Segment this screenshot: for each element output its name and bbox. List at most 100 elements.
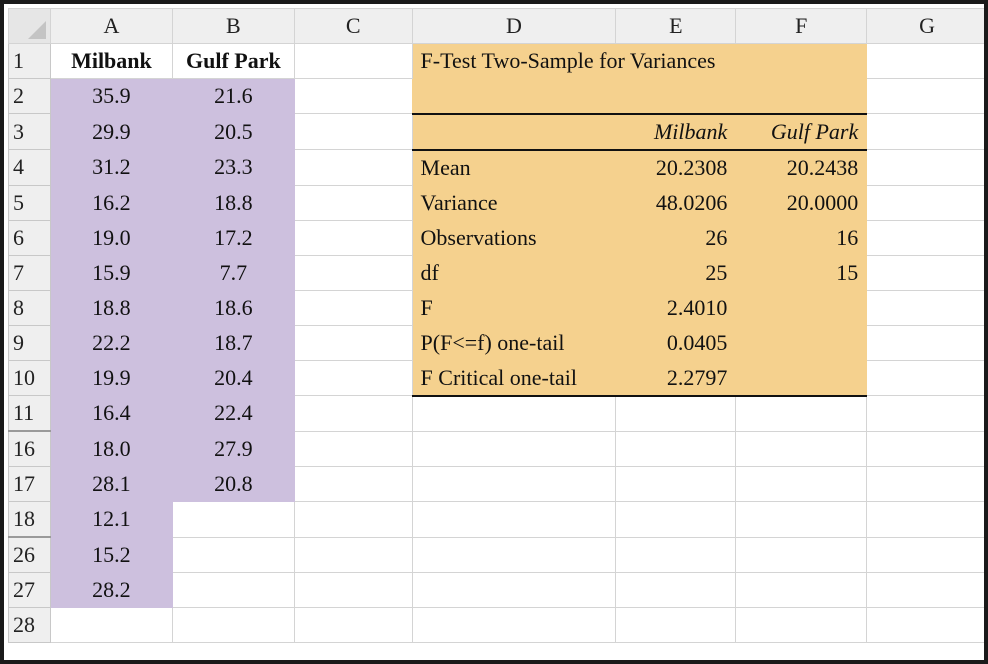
cell[interactable]	[411, 501, 617, 538]
data-cell[interactable]: 20.5	[171, 113, 295, 150]
row-header[interactable]: 6	[8, 219, 51, 256]
cell[interactable]	[293, 572, 413, 608]
cell[interactable]	[49, 607, 173, 643]
cell[interactable]	[293, 324, 413, 361]
data-cell[interactable]: 28.2	[49, 572, 173, 608]
cell[interactable]	[866, 501, 984, 538]
row-header[interactable]: 8	[8, 289, 51, 326]
ftest-stat-value[interactable]	[735, 324, 868, 361]
data-cell[interactable]: 18.6	[171, 289, 295, 326]
cell[interactable]	[293, 43, 413, 79]
cell[interactable]	[171, 536, 295, 573]
ftest-stat-value[interactable]	[735, 289, 868, 326]
row-header[interactable]: 4	[8, 149, 51, 186]
row-header[interactable]: 10	[8, 359, 51, 396]
cell[interactable]	[735, 501, 868, 538]
ftest-stat-label[interactable]: Variance	[411, 184, 617, 221]
cell[interactable]	[615, 430, 737, 467]
data-cell[interactable]: 35.9	[49, 78, 173, 114]
ftest-stat-value[interactable]: 48.0206	[615, 184, 737, 221]
cell[interactable]	[735, 466, 868, 502]
data-cell[interactable]: 21.6	[171, 78, 295, 114]
ftest-stat-label[interactable]: Mean	[411, 148, 617, 186]
cell[interactable]	[866, 395, 984, 432]
cell[interactable]	[866, 219, 984, 256]
column-header-f[interactable]: F	[735, 8, 868, 44]
data-cell[interactable]: 23.3	[171, 149, 295, 186]
ftest-stat-label[interactable]: Observations	[411, 219, 617, 256]
data-cell[interactable]: 12.1	[49, 501, 173, 538]
ftest-stat-value[interactable]: 26	[615, 219, 737, 256]
cell[interactable]	[293, 536, 413, 573]
ftest-corner-cell[interactable]	[411, 112, 617, 150]
cell[interactable]	[866, 289, 984, 326]
cell[interactable]	[866, 572, 984, 608]
cell[interactable]	[615, 501, 737, 538]
row-header[interactable]: 1	[8, 43, 51, 79]
cell[interactable]	[411, 536, 617, 573]
data-cell[interactable]: 18.0	[49, 430, 173, 467]
column-header-e[interactable]: E	[615, 8, 737, 44]
row-header[interactable]: 17	[8, 466, 51, 502]
ftest-stat-label[interactable]: P(F<=f) one-tail	[411, 324, 617, 361]
row-header[interactable]: 3	[8, 113, 51, 150]
column-header-c[interactable]: C	[293, 8, 413, 44]
row-header[interactable]: 9	[8, 324, 51, 361]
cell[interactable]	[171, 572, 295, 608]
ftest-stat-value[interactable]: 2.2797	[615, 359, 737, 397]
cell[interactable]	[293, 430, 413, 467]
cell[interactable]	[293, 395, 413, 432]
cell[interactable]	[735, 395, 868, 432]
cell[interactable]	[866, 254, 984, 291]
ftest-stat-label[interactable]: df	[411, 254, 617, 291]
data-cell[interactable]: 20.8	[171, 466, 295, 502]
cell[interactable]	[171, 501, 295, 538]
ftest-col1-header[interactable]: Milbank	[615, 112, 737, 150]
data-cell[interactable]: 27.9	[171, 430, 295, 467]
data-cell[interactable]: 19.0	[49, 219, 173, 256]
data-cell[interactable]: 16.4	[49, 395, 173, 432]
data-cell[interactable]: 22.4	[171, 395, 295, 432]
cell[interactable]	[293, 184, 413, 221]
data-cell[interactable]: 18.8	[49, 289, 173, 326]
data-cell[interactable]: 31.2	[49, 149, 173, 186]
row-header[interactable]: 16	[8, 430, 51, 467]
row-header[interactable]: 28	[8, 607, 51, 643]
ftest-stat-value[interactable]: 20.2438	[735, 148, 868, 186]
column-header-d[interactable]: D	[411, 8, 617, 44]
data-cell[interactable]: 7.7	[171, 254, 295, 291]
ftest-stat-value[interactable]: 20.0000	[735, 184, 868, 221]
cell[interactable]	[866, 607, 984, 643]
cell[interactable]	[293, 607, 413, 643]
cell[interactable]	[735, 430, 868, 467]
row-header[interactable]: 7	[8, 254, 51, 291]
cell[interactable]	[866, 113, 984, 150]
cell[interactable]	[615, 572, 737, 608]
column-header-g[interactable]: G	[866, 8, 984, 44]
cell[interactable]	[615, 607, 737, 643]
cell[interactable]	[293, 254, 413, 291]
cell[interactable]	[411, 466, 617, 502]
cell[interactable]	[866, 43, 984, 79]
ftest-stat-value[interactable]: 20.2308	[615, 148, 737, 186]
cell[interactable]	[735, 536, 868, 573]
row-header[interactable]: 2	[8, 78, 51, 114]
cell[interactable]	[735, 607, 868, 643]
data-cell[interactable]: 17.2	[171, 219, 295, 256]
cell[interactable]	[411, 430, 617, 467]
ftest-stat-value[interactable]: 25	[615, 254, 737, 291]
cell[interactable]	[411, 607, 617, 643]
cell[interactable]	[735, 572, 868, 608]
cell[interactable]	[615, 395, 737, 432]
cell[interactable]	[866, 78, 984, 114]
data-cell[interactable]: 19.9	[49, 359, 173, 396]
cell[interactable]	[866, 359, 984, 396]
data-cell[interactable]: 28.1	[49, 466, 173, 502]
cell[interactable]	[293, 149, 413, 186]
ftest-stat-value[interactable]: 2.4010	[615, 289, 737, 326]
ftest-stat-value[interactable]: 0.0405	[615, 324, 737, 361]
cell[interactable]	[866, 149, 984, 186]
data-cell[interactable]: 15.2	[49, 536, 173, 573]
data-cell[interactable]: 22.2	[49, 324, 173, 361]
data-cell[interactable]: 20.4	[171, 359, 295, 396]
